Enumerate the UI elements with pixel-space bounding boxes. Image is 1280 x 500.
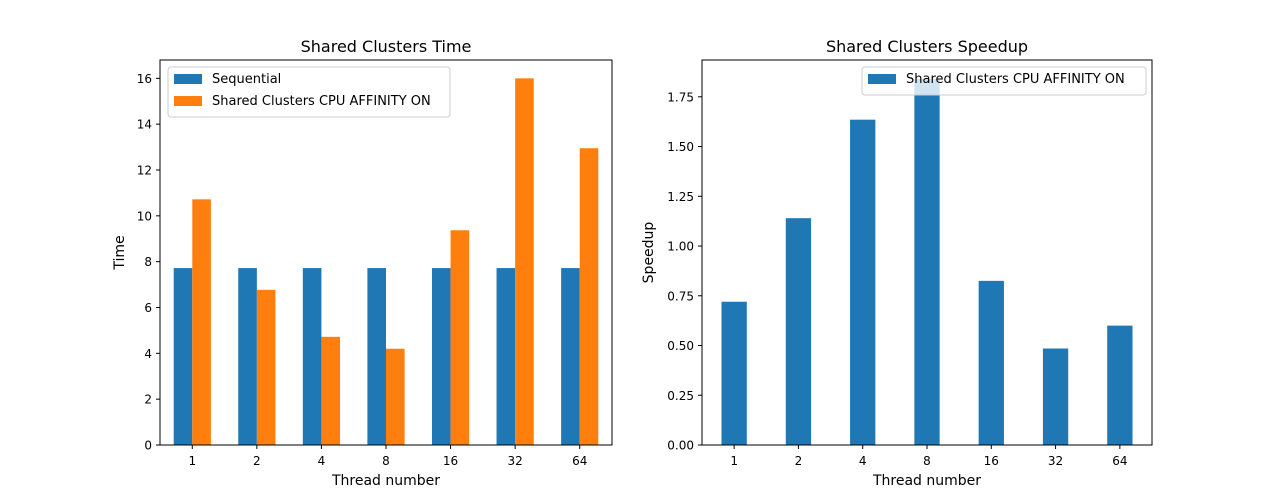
bar-shared-clusters-cpu-affinity-on-4: [850, 119, 876, 445]
legend-label: Shared Clusters CPU AFFINITY ON: [212, 94, 431, 109]
y-tick-label: 0.50: [667, 339, 694, 353]
bar-shared-clusters-cpu-affinity-on-4: [321, 336, 341, 445]
bar-shared-clusters-cpu-affinity-on-2: [256, 289, 276, 445]
y-tick-label: 1.75: [667, 90, 694, 104]
x-tick-label: 2: [253, 454, 261, 468]
bar-shared-clusters-cpu-affinity-on-32: [515, 78, 534, 445]
y-tick-label: 8: [144, 255, 152, 269]
legend-swatch: [174, 74, 202, 84]
legend-label: Sequential: [212, 72, 281, 87]
bar-sequential-8: [367, 268, 386, 445]
legend-swatch: [868, 74, 896, 84]
legend: Sequential Shared Clusters CPU AFFINITY O…: [167, 66, 451, 118]
bar-shared-clusters-cpu-affinity-on-64: [579, 148, 599, 445]
y-tick-label: 1.50: [667, 140, 694, 154]
legend-box: [861, 66, 1147, 96]
x-tick-label: 64: [1112, 454, 1127, 468]
bar-shared-clusters-cpu-affinity-on-1: [192, 199, 211, 445]
bar-sequential-4: [302, 268, 322, 445]
legend-swatch: [174, 96, 202, 106]
bar-shared-clusters-cpu-affinity-on-2: [785, 218, 812, 445]
chart-title: Shared Clusters Time: [301, 37, 472, 56]
y-tick-label: 0.25: [667, 389, 694, 403]
x-tick-label: 1: [188, 454, 196, 468]
legend-box: [167, 66, 451, 118]
bar-shared-clusters-cpu-affinity-on-8: [386, 348, 405, 445]
x-tick-label: 1: [730, 454, 738, 468]
bar-shared-clusters-cpu-affinity-on-16: [450, 230, 470, 445]
y-tick-label: 10: [137, 209, 152, 223]
x-axis-label: Thread number: [872, 473, 981, 489]
y-tick-label: 14: [137, 118, 152, 132]
y-tick-label: 4: [144, 347, 152, 361]
bar-sequential-2: [238, 268, 257, 445]
x-tick-label: 32: [1048, 454, 1063, 468]
chart-title: Shared Clusters Speedup: [826, 37, 1028, 56]
x-axis-label: Thread number: [331, 473, 440, 489]
y-tick-label: 0.75: [667, 289, 694, 303]
y-tick-label: 16: [137, 72, 152, 86]
x-tick-label: 4: [318, 454, 326, 468]
y-tick-label: 2: [144, 393, 152, 407]
bar-shared-clusters-cpu-affinity-on-64: [1107, 325, 1133, 445]
legend: Shared Clusters CPU AFFINITY ON: [861, 66, 1147, 96]
x-tick-label: 8: [923, 454, 931, 468]
y-tick-label: 0.00: [667, 439, 694, 453]
bar-sequential-16: [431, 268, 451, 445]
x-tick-label: 16: [443, 454, 458, 468]
x-tick-label: 2: [795, 454, 803, 468]
y-axis-label: Speedup: [641, 222, 657, 284]
x-tick-label: 32: [508, 454, 523, 468]
bar-shared-clusters-cpu-affinity-on-16: [978, 280, 1004, 445]
y-axis-label: Time: [112, 235, 128, 270]
y-tick-label: 1.25: [667, 190, 694, 204]
x-tick-label: 16: [984, 454, 999, 468]
bar-sequential-1: [173, 268, 193, 445]
bar-shared-clusters-cpu-affinity-on-1: [721, 301, 747, 445]
chart-2: 1 2 4 8 16 32 64 0.00 0.25 0.50 0.75 1.00 1.25 1.50 1.…: [641, 37, 1153, 489]
x-tick-label: 64: [572, 454, 587, 468]
x-tick-label: 4: [859, 454, 867, 468]
y-tick-label: 12: [137, 164, 152, 178]
x-tick-label: 8: [382, 454, 390, 468]
bar-sequential-64: [561, 268, 580, 445]
bar-shared-clusters-cpu-affinity-on-8: [914, 78, 940, 446]
y-tick-label: 1.00: [667, 240, 694, 254]
bar-sequential-32: [496, 268, 516, 445]
y-tick-label: 6: [144, 301, 152, 315]
legend-label: Shared Clusters CPU AFFINITY ON: [906, 72, 1125, 87]
bar-shared-clusters-cpu-affinity-on-32: [1042, 348, 1069, 445]
y-tick-label: 0: [144, 439, 152, 453]
